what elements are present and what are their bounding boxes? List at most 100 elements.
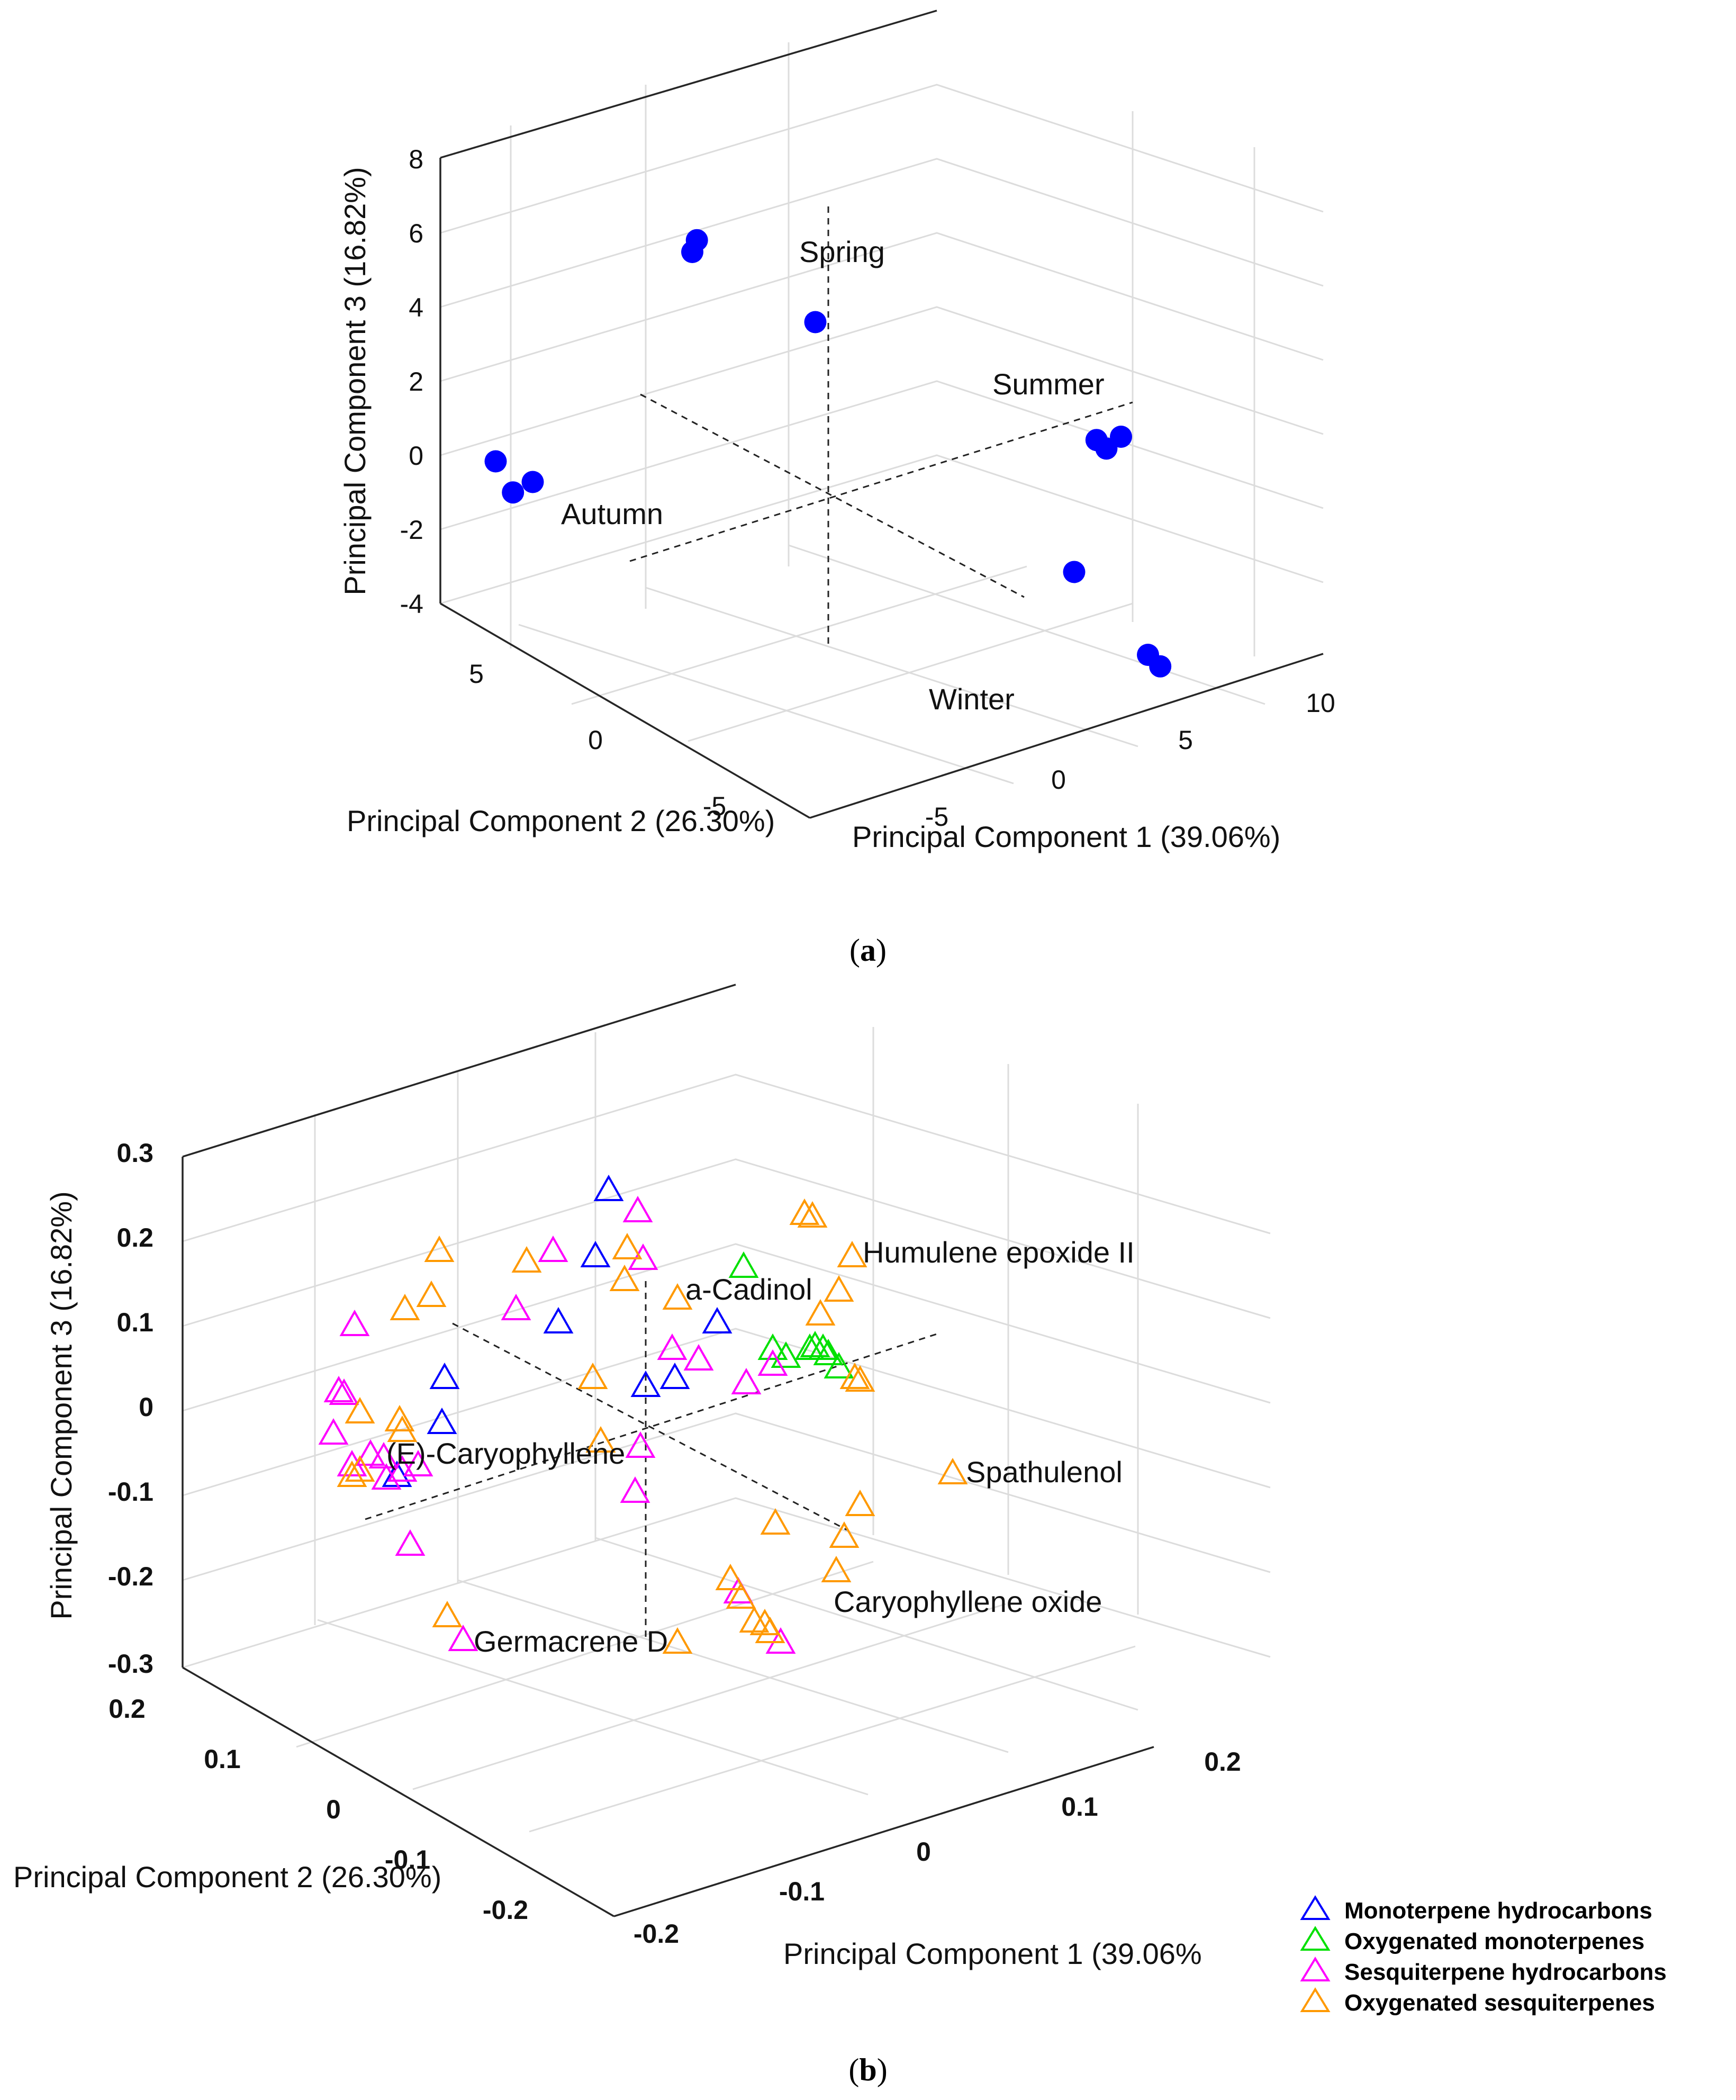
panel-b-annotation: Spathulenol: [966, 1455, 1123, 1489]
legend-marker-sesquiterpene-hydrocarbons: [1300, 1957, 1331, 1981]
loading-marker-oxygenated-sesquiterpenes: [824, 1275, 854, 1302]
loading-marker-oxygenated-monoterpenes: [757, 1333, 788, 1360]
panel-b-annotation: a-Cadinol: [685, 1273, 812, 1306]
legend-marker-oxygenated-monoterpenes: [1300, 1926, 1331, 1951]
loading-marker-oxygenated-sesquiterpenes: [432, 1600, 463, 1627]
panel-b-annotation: Germacrene D: [474, 1625, 668, 1658]
loading-marker-oxygenated-sesquiterpenes: [726, 1582, 756, 1609]
panel-b-z-axis-label: Principal Component 3 (16.82%): [44, 1191, 78, 1619]
panel-a-center-axes: [629, 206, 1133, 646]
loading-marker-oxygenated-monoterpenes: [800, 1330, 830, 1357]
loading-marker-sesquiterpene-hydrocarbons: [757, 1349, 788, 1376]
panel-a-chart: 8 6 4 2 0 -2 -4 5 0 -5 -5 0 5 10 Princip…: [338, 10, 1335, 853]
panel-b-z-tick: 0: [139, 1392, 153, 1422]
panel-a-z-tick: 8: [409, 145, 423, 174]
panel-a-axes: [439, 10, 1324, 819]
loading-marker-oxygenated-sesquiterpenes: [577, 1362, 608, 1389]
panel-b-caption: (b): [848, 2052, 887, 2087]
loading-marker-sesquiterpene-hydrocarbons: [318, 1418, 349, 1445]
panel-a-z-tick: 4: [409, 293, 423, 322]
loading-marker-oxygenated-monoterpenes: [728, 1251, 759, 1278]
panel-b-annotation: Caryophyllene oxide: [834, 1585, 1102, 1618]
loading-marker-sesquiterpene-hydrocarbons: [731, 1367, 762, 1394]
loading-marker-monoterpene-hydrocarbons: [593, 1174, 624, 1201]
loading-marker-oxygenated-sesquiterpenes: [805, 1299, 836, 1326]
sample-point-autumn: [521, 471, 544, 493]
loading-marker-oxygenated-sesquiterpenes: [821, 1555, 852, 1582]
panel-a-z-tick: 0: [409, 441, 423, 471]
loading-marker-oxygenated-sesquiterpenes: [384, 1404, 415, 1431]
sample-point-summer: [1110, 426, 1132, 448]
sample-point-spring: [804, 311, 827, 334]
panel-b-y-tick: 0.2: [108, 1694, 146, 1724]
loading-marker-sesquiterpene-hydrocarbons: [355, 1439, 386, 1466]
panel-b-x-tick: -0.2: [634, 1919, 679, 1949]
loading-marker-oxygenated-sesquiterpenes: [845, 1365, 875, 1392]
sample-point-spring: [685, 229, 708, 251]
panel-a-y-tick: 0: [588, 725, 603, 755]
panel-b-y-axis-label: Principal Component 2 (26.30%): [13, 1860, 441, 1894]
loading-marker-oxygenated-sesquiterpenes: [387, 1415, 418, 1442]
loading-marker-oxygenated-sesquiterpenes: [837, 1240, 867, 1267]
panel-a-points: [484, 229, 1172, 678]
loading-marker-oxygenated-sesquiterpenes: [390, 1293, 420, 1320]
loading-marker-oxygenated-sesquiterpenes: [337, 1460, 367, 1487]
sample-point-autumn: [502, 481, 525, 504]
panel-a-x-ticks: -5 0 5 10: [925, 688, 1335, 832]
panel-a-y-tick: -5: [703, 791, 726, 821]
sample-point-winter: [1063, 561, 1086, 583]
panel-b-legend: Monoterpene hydrocarbons Oxygenated mono…: [1300, 1895, 1667, 2016]
loading-marker-sesquiterpene-hydrocarbons: [501, 1293, 531, 1320]
loading-marker-sesquiterpene-hydrocarbons: [448, 1624, 478, 1651]
loading-marker-sesquiterpene-hydrocarbons: [683, 1344, 714, 1371]
loading-marker-monoterpene-hydrocarbons: [702, 1306, 733, 1333]
panel-b-x-tick: -0.1: [779, 1877, 825, 1906]
panel-b-y-tick: -0.2: [483, 1895, 528, 1925]
loading-marker-sesquiterpene-hydrocarbons: [403, 1449, 433, 1476]
loading-marker-monoterpene-hydrocarbons: [630, 1370, 661, 1397]
panel-a-caption: (a): [849, 933, 887, 968]
panel-a-z-tick: -2: [400, 515, 423, 545]
sample-point-winter: [1149, 655, 1172, 678]
loading-marker-sesquiterpene-hydrocarbons: [625, 1431, 656, 1458]
loading-marker-oxygenated-sesquiterpenes: [662, 1283, 693, 1310]
panel-b-annotation: (E)-Caryophyllene: [386, 1437, 625, 1470]
loading-marker-oxygenated-sesquiterpenes: [585, 1426, 616, 1453]
loading-marker-monoterpene-hydrocarbons: [429, 1362, 460, 1389]
loading-marker-sesquiterpene-hydrocarbons: [371, 1463, 402, 1490]
legend-marker-monoterpene-hydrocarbons: [1300, 1895, 1331, 1920]
panel-b-chart: 0.3 0.2 0.1 0 -0.1 -0.2 -0.3 0.2 0.1 0 -…: [13, 984, 1271, 1970]
loading-marker-oxygenated-sesquiterpenes: [345, 1396, 375, 1423]
legend-label: Oxygenated monoterpenes: [1344, 1928, 1644, 1954]
loading-marker-monoterpene-hydrocarbons: [580, 1240, 611, 1267]
loading-marker-monoterpene-hydrocarbons: [427, 1407, 457, 1434]
loading-marker-sesquiterpene-hydrocarbons: [395, 1529, 426, 1556]
loading-marker-oxygenated-monoterpenes: [824, 1351, 854, 1378]
loading-marker-oxygenated-sesquiterpenes: [755, 1616, 785, 1643]
legend-label: Oxygenated sesquiterpenes: [1344, 1990, 1655, 2016]
panel-b-x-axis-label: Principal Component 1 (39.06%: [783, 1937, 1202, 1970]
panel-b-x-tick: 0.2: [1204, 1747, 1241, 1777]
panel-a-grid: [440, 42, 1324, 785]
loading-marker-oxygenated-sesquiterpenes: [609, 1264, 640, 1291]
panel-b-z-tick: -0.2: [108, 1562, 153, 1591]
panel-b-x-tick: 0.1: [1061, 1792, 1098, 1822]
loading-marker-sesquiterpene-hydrocarbons: [657, 1333, 688, 1360]
panel-a-x-tick: 5: [1178, 725, 1193, 755]
panel-b-z-tick: 0.3: [116, 1138, 153, 1168]
loading-marker-sesquiterpene-hydrocarbons: [620, 1476, 650, 1503]
panel-b-y-tick: 0: [326, 1795, 341, 1824]
panel-b-x-tick: 0: [916, 1837, 931, 1867]
legend-label: Sesquiterpene hydrocarbons: [1344, 1959, 1667, 1985]
panel-b-z-tick: -0.3: [108, 1649, 153, 1679]
panel-a-group-label: Summer: [992, 367, 1105, 401]
loading-marker-sesquiterpene-hydrocarbons: [622, 1195, 653, 1222]
loading-marker-oxygenated-sesquiterpenes: [715, 1563, 746, 1590]
loading-marker-oxygenated-sesquiterpenes: [839, 1362, 870, 1389]
loading-marker-oxygenated-sesquiterpenes: [662, 1627, 693, 1654]
legend-marker-oxygenated-sesquiterpenes: [1300, 1987, 1331, 2012]
panel-a-z-axis-label: Principal Component 3 (16.82%): [338, 167, 372, 595]
legend-label: Monoterpene hydrocarbons: [1344, 1898, 1652, 1924]
panel-b-z-tick: -0.1: [108, 1477, 153, 1507]
